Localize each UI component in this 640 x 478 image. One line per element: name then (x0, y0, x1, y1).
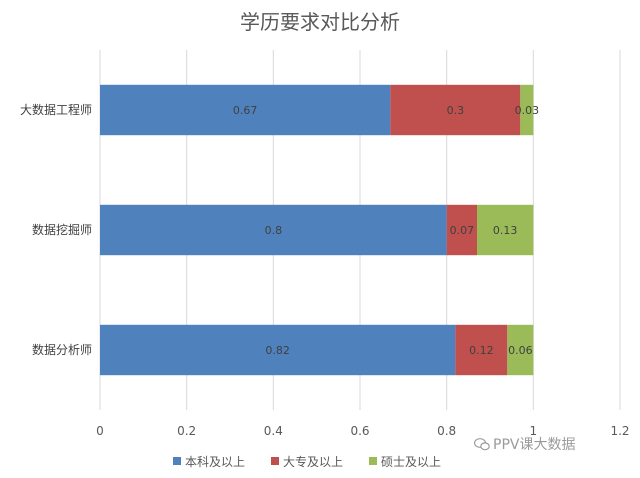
data-label: 0.06 (508, 344, 533, 357)
watermark: PPV课大数据 (473, 434, 576, 454)
data-label: 0.3 (447, 104, 465, 117)
chart-title: 学历要求对比分析 (240, 10, 400, 34)
watermark-text: PPV课大数据 (493, 437, 576, 453)
data-label: 0.67 (233, 104, 258, 117)
data-label: 0.07 (450, 224, 475, 237)
legend-label: 大专及以上 (283, 454, 343, 469)
legend: 本科及以上 大专及以上 硕士及以上 (173, 454, 441, 469)
bar-segment (100, 324, 456, 376)
category-label: 数据分析师 (32, 342, 92, 357)
bar-segment (477, 204, 534, 256)
category-label: 大数据工程师 (20, 102, 92, 117)
bar-segment (455, 324, 508, 376)
bar-segment (446, 204, 477, 256)
legend-label: 硕士及以上 (381, 455, 441, 469)
x-tick-label: 1 (530, 424, 538, 438)
x-tick-label: 0 (96, 424, 104, 438)
bar-segment (100, 84, 391, 136)
data-label: 0.82 (265, 344, 290, 357)
data-label: 0.13 (493, 224, 518, 237)
legend-swatch (271, 457, 279, 465)
data-label: 0.8 (265, 224, 283, 237)
data-label: 0.12 (469, 344, 494, 357)
x-tick-label: 0.2 (177, 424, 196, 438)
x-tick-label: 0.8 (437, 424, 456, 438)
bar-segment (520, 84, 534, 136)
x-tick-label: 0.6 (350, 424, 369, 438)
bar-segment (100, 204, 447, 256)
bars (100, 84, 534, 376)
data-label: 0.03 (515, 104, 540, 117)
data-labels: 0.67 0.3 0.03 0.8 0.07 0.13 0.82 0.12 0.06 (233, 104, 539, 357)
legend-swatch (369, 457, 377, 465)
wechat-icon (473, 438, 490, 451)
bar-segment (507, 324, 534, 376)
x-tick-label: 1.2 (610, 424, 629, 438)
x-tick-label: 0.4 (264, 424, 283, 438)
bar-segment (390, 84, 521, 136)
category-label: 数据挖掘师 (32, 222, 92, 237)
legend-label: 本科及以上 (185, 455, 245, 469)
legend-swatch (173, 457, 181, 465)
